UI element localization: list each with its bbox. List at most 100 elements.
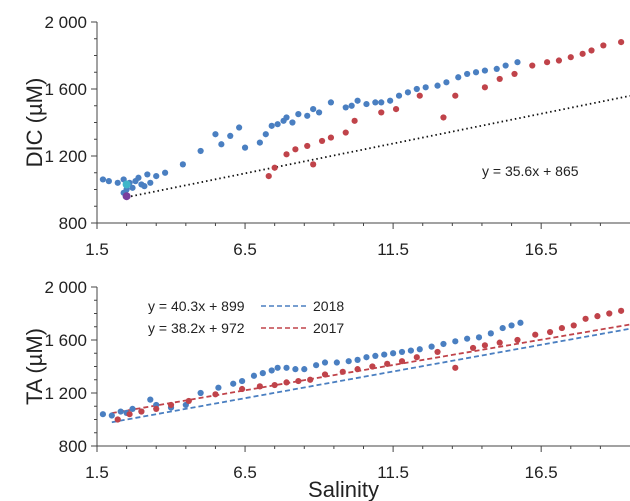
data-point-blue <box>162 169 169 176</box>
ta-legend: y = 40.3x + 899 2018 y = 38.2x + 972 201… <box>148 298 344 336</box>
data-point-blue <box>407 347 414 354</box>
data-point-blue <box>238 377 246 385</box>
data-point-blue <box>289 119 296 126</box>
data-point-red <box>588 47 595 54</box>
data-point-blue <box>274 364 281 371</box>
data-point-red <box>532 331 539 338</box>
data-point-blue <box>502 62 509 69</box>
data-point-blue <box>487 330 494 337</box>
data-point-red <box>265 173 272 180</box>
data-point-blue <box>153 173 160 180</box>
y-tick-label: 1 600 <box>44 80 87 99</box>
data-point-blue <box>141 183 148 190</box>
data-point-blue <box>363 354 370 361</box>
data-point-blue <box>464 335 471 342</box>
data-point-red <box>369 363 376 370</box>
data-point-blue <box>295 111 302 118</box>
data-point-blue <box>499 324 506 332</box>
data-point-red <box>354 366 361 373</box>
data-point-blue <box>443 79 450 86</box>
data-point-red <box>434 348 441 356</box>
data-point-blue <box>215 384 222 391</box>
data-point-blue <box>262 131 269 138</box>
y-tick-label: 2 000 <box>44 13 87 32</box>
data-point-blue <box>135 174 142 181</box>
data-point-blue <box>348 102 355 109</box>
data-point-red <box>392 106 400 113</box>
data-point-blue <box>464 70 471 78</box>
data-point-blue <box>114 179 121 186</box>
data-point-blue <box>378 99 385 106</box>
data-point-blue <box>354 97 361 104</box>
data-point-blue <box>283 114 290 121</box>
data-point-red <box>307 376 314 383</box>
data-point-blue <box>197 147 204 155</box>
data-point-blue <box>354 356 361 363</box>
data-point-blue <box>321 359 329 366</box>
data-point-blue <box>381 351 388 358</box>
data-point-blue <box>147 396 154 403</box>
data-point-blue <box>342 104 349 111</box>
data-point-red <box>555 57 563 64</box>
data-point-red <box>256 383 263 390</box>
x-tick-label: 16.5 <box>525 240 558 259</box>
data-point-blue <box>179 161 186 168</box>
data-point-red <box>594 313 601 320</box>
trendline-blue <box>111 327 630 424</box>
dic-chart: 800 1 200 1 600 2 000 1.5 6.5 11.5 16.5 DIC (µM) <box>22 13 630 259</box>
data-point-blue <box>493 65 500 72</box>
data-point-blue <box>212 131 219 138</box>
data-point-red <box>378 109 385 116</box>
data-point-red <box>384 360 391 367</box>
legend-2018-equation: y = 40.3x + 899 <box>148 298 245 314</box>
data-point-blue <box>455 74 462 81</box>
legend-2018-label: 2018 <box>313 298 344 314</box>
data-point-red <box>283 379 290 386</box>
data-point-red <box>546 328 554 336</box>
data-point-blue <box>313 362 320 369</box>
legend-2017-label: 2017 <box>313 320 344 336</box>
data-point-blue <box>416 346 423 353</box>
data-point-red <box>440 114 447 121</box>
data-point-red <box>153 405 160 412</box>
data-point-blue <box>517 319 524 326</box>
data-point-blue <box>241 144 249 151</box>
data-point-blue <box>372 352 379 359</box>
data-point-blue <box>147 179 154 186</box>
x-tick-label: 11.5 <box>377 463 409 482</box>
data-point-blue <box>129 405 136 412</box>
data-point-blue <box>129 184 136 191</box>
x-tick-label: 1.5 <box>85 463 109 482</box>
y-axis-title: DIC (µM) <box>22 78 47 168</box>
data-point-red <box>339 368 346 375</box>
data-point-blue <box>99 411 107 418</box>
data-point-red <box>579 50 586 57</box>
data-point-red <box>416 92 423 99</box>
data-point-blue <box>256 139 263 146</box>
data-point-red <box>321 371 329 378</box>
data-point-red <box>114 416 121 423</box>
data-point-red <box>469 344 477 352</box>
dic-trend-equation: y = 35.6x + 865 <box>482 163 579 179</box>
data-point-red <box>283 151 290 158</box>
data-point-blue <box>372 99 379 106</box>
data-point-red <box>212 391 219 398</box>
x-tick-label: 16.5 <box>525 463 558 482</box>
data-point-blue <box>327 99 335 106</box>
data-point-red <box>126 411 133 418</box>
y-tick-label: 800 <box>59 214 87 233</box>
x-tick-label: 6.5 <box>233 240 257 259</box>
y-tick-label: 1 200 <box>44 384 87 403</box>
data-point-blue <box>398 348 406 356</box>
data-point-blue <box>514 59 521 66</box>
data-point-red <box>481 342 489 349</box>
data-point-blue <box>197 389 204 397</box>
data-point-blue <box>310 106 317 113</box>
data-point-red <box>452 364 459 371</box>
y-tick-label: 2 000 <box>44 278 87 297</box>
x-tick-label: 11.5 <box>377 240 409 259</box>
data-point-blue <box>227 132 234 139</box>
data-point-red <box>618 307 625 314</box>
data-point-red <box>600 42 607 49</box>
